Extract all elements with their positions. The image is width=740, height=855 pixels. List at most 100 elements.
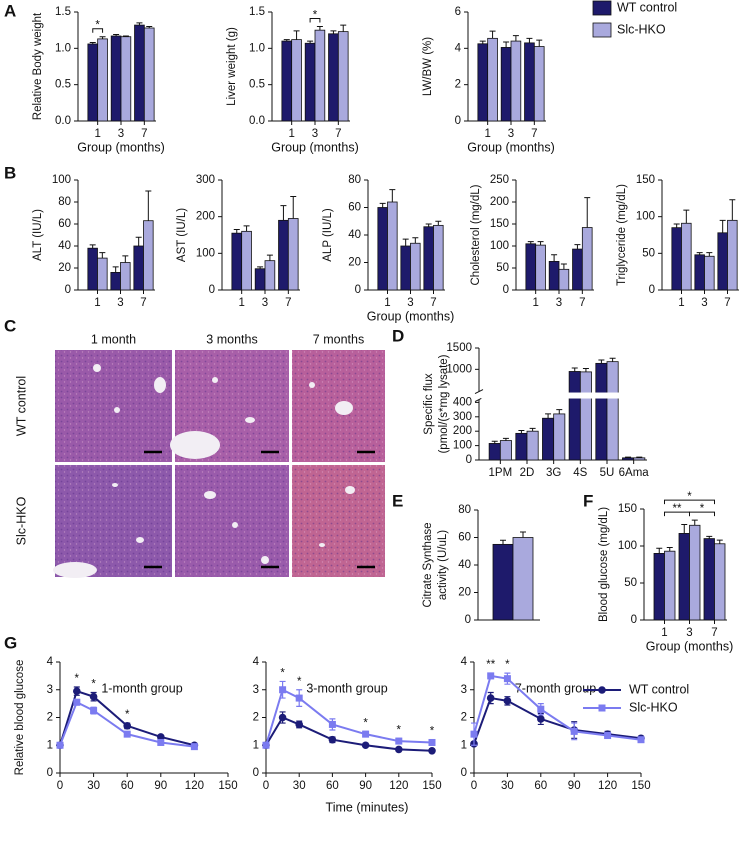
x-tick-label: 60 (121, 780, 134, 792)
legend-label: Slc-HKO (617, 22, 666, 36)
bar (535, 244, 546, 291)
significance-label: * (313, 10, 318, 22)
x-tick-label: 120 (598, 780, 617, 792)
vessel (154, 377, 166, 393)
x-tick-label: 3 (701, 297, 707, 309)
bar (622, 457, 635, 461)
chart-title: 7-month group (515, 681, 596, 695)
error-bar (582, 367, 589, 372)
x-tick-label: 1 (94, 128, 100, 140)
error-bar (526, 37, 533, 43)
image-texture (292, 465, 385, 577)
y-tick-label: 60 (348, 202, 361, 214)
marker (89, 692, 98, 701)
y-tick-label: 0 (355, 284, 361, 296)
error-bar (122, 35, 129, 37)
x-tick-label: 3 (508, 128, 514, 140)
error-bar (435, 220, 442, 226)
y-tick-label: 0 (209, 284, 215, 296)
y-tick-label: 0 (253, 767, 259, 779)
significance-label: * (700, 503, 705, 515)
y-tick-label: 150 (490, 218, 509, 230)
bar (143, 220, 154, 291)
error-bar (89, 244, 96, 249)
x-tick-label: 3 (407, 297, 413, 309)
significance-label: ** (673, 503, 682, 515)
vessel (335, 401, 353, 415)
y-tick-label: 0 (455, 115, 461, 127)
marker (428, 747, 436, 755)
error-bar (266, 254, 273, 261)
image-texture (55, 350, 172, 462)
y-tick-label: 1 (461, 739, 467, 751)
significance-label: * (75, 673, 80, 685)
x-tick-label: 30 (501, 780, 514, 792)
x-tick-label: 120 (389, 780, 408, 792)
error-bar (379, 202, 386, 208)
panel-label: D (392, 326, 404, 345)
error-bar (491, 440, 498, 444)
column-header: 7 months (313, 332, 364, 346)
vessel (345, 486, 355, 494)
bar (572, 248, 583, 291)
significance-label: * (505, 659, 510, 671)
y-tick-label: 2 (47, 712, 53, 724)
error-bar (425, 223, 432, 227)
x-tick-label: 90 (568, 780, 581, 792)
panel-label: B (4, 163, 16, 182)
error-bar (574, 244, 581, 250)
significance-bracket (689, 511, 715, 517)
x-tick-label: 6Ama (619, 467, 650, 479)
bar (254, 268, 266, 291)
bar (653, 553, 665, 621)
bar (689, 524, 701, 621)
y-tick-label: 300 (196, 174, 215, 186)
significance-bracket (664, 499, 715, 505)
y-tick-label: 1.5 (55, 6, 71, 18)
bar (291, 39, 302, 122)
error-bar (520, 531, 526, 538)
error-bar (283, 39, 290, 42)
y-tick-label: 300 (453, 411, 472, 423)
bar (314, 29, 326, 122)
y-tick-label: 150 (618, 503, 637, 515)
error-bar (135, 236, 142, 246)
error-bar (512, 35, 519, 42)
significance-label: * (430, 726, 435, 738)
series-line (265, 688, 433, 746)
error-bar (316, 26, 323, 31)
vessel (309, 382, 315, 388)
error-bar (706, 252, 713, 257)
marker (278, 713, 287, 722)
error-bar (113, 34, 120, 36)
y-tick-label: 50 (624, 577, 637, 589)
x-tick-label: 1 (384, 297, 390, 309)
bar (278, 219, 289, 291)
y-tick-label: 150 (636, 174, 655, 186)
x-tick-label: 3 (118, 128, 124, 140)
bar (579, 371, 592, 461)
vessel (53, 562, 97, 578)
y-tick-label: 50 (496, 262, 509, 274)
error-bar (145, 190, 152, 221)
y-axis-label: Blood glucose (mg/dL) (598, 507, 610, 622)
error-bar (290, 196, 297, 219)
y-axis-label: Relative blood glucose (14, 660, 26, 776)
bar (410, 242, 421, 291)
error-bar (99, 36, 106, 39)
bar (703, 538, 715, 621)
x-axis-label: Group (months) (467, 140, 555, 154)
significance-label: * (280, 667, 285, 679)
bar (678, 533, 690, 621)
bar (287, 218, 299, 291)
marker (486, 694, 495, 702)
y-tick-label: 0 (466, 454, 472, 466)
significance-label: ** (486, 659, 495, 671)
marker (487, 672, 495, 680)
error-bar (691, 519, 698, 526)
bar (717, 232, 728, 291)
marker (73, 698, 81, 706)
y-tick-label: 0.0 (55, 115, 71, 127)
y-tick-label: 200 (196, 211, 215, 223)
panel-label: G (4, 633, 17, 652)
